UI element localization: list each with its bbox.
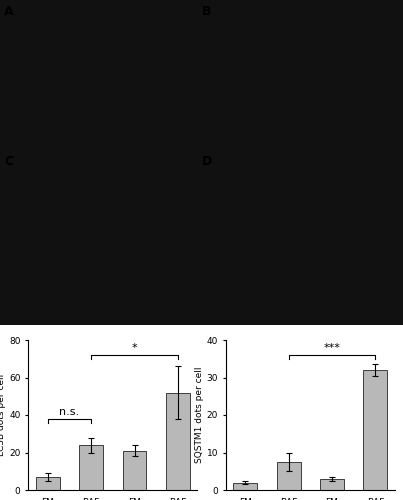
Bar: [233, 482, 257, 490]
Text: A: A: [4, 5, 14, 18]
Bar: [123, 450, 146, 490]
Text: B: B: [202, 5, 211, 18]
Text: D: D: [202, 155, 212, 168]
Bar: [320, 479, 344, 490]
Text: n.s.: n.s.: [59, 407, 79, 417]
Text: C: C: [4, 155, 13, 168]
Bar: [79, 445, 103, 490]
Bar: [364, 370, 387, 490]
Bar: [277, 462, 301, 490]
Bar: [36, 477, 60, 490]
Text: ***: ***: [324, 344, 341, 353]
Y-axis label: LC3B dots per cell: LC3B dots per cell: [0, 374, 6, 456]
Y-axis label: SQSTM1 dots per cell: SQSTM1 dots per cell: [195, 367, 204, 463]
Bar: [166, 392, 190, 490]
Text: *: *: [132, 344, 137, 353]
